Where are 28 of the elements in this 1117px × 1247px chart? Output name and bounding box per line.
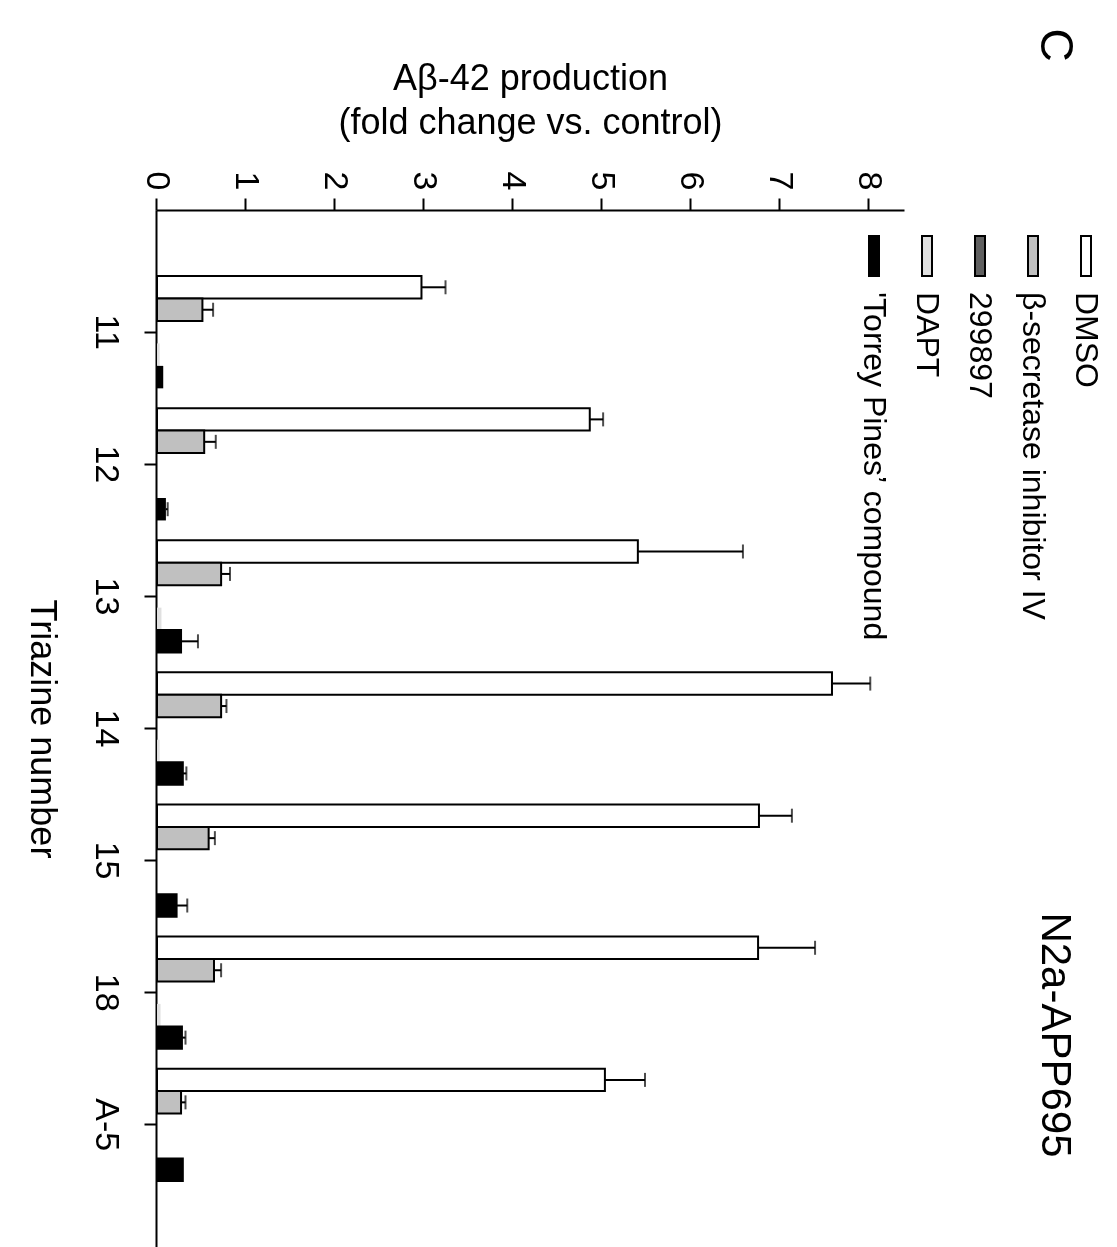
y-tick-label: 14 — [88, 709, 127, 748]
legend-label: DMSO — [1069, 292, 1105, 388]
x-tick-label: 5 — [584, 171, 623, 191]
y-tick-label: 13 — [88, 577, 127, 616]
x-axis-title: Aβ-42 production (fold change vs. control) — [338, 56, 723, 142]
y-tick-label: 15 — [88, 841, 127, 880]
legend-label: β-secretase inhibitor IV — [1016, 292, 1052, 621]
text: C — [1031, 28, 1083, 62]
bar — [157, 343, 160, 366]
y-tick-label: A-5 — [88, 1098, 127, 1152]
x-tick-label: 3 — [406, 171, 445, 191]
x-tick-label: 8 — [851, 171, 890, 191]
x-tick-label: 1 — [228, 171, 267, 191]
x-tick-label: 0 — [139, 171, 178, 191]
bar — [157, 739, 160, 763]
y-tick-label: 12 — [88, 445, 127, 484]
x-tick-label: 4 — [495, 171, 534, 191]
legend-label: DAPT — [910, 292, 946, 378]
y-tick-label: 18 — [88, 973, 127, 1012]
legend-label: 299897 — [963, 292, 999, 399]
x-tick-label: 6 — [673, 171, 712, 191]
y-axis-title: Triazine number — [22, 599, 64, 859]
bar — [157, 1003, 161, 1027]
legend-label: 'Torrey Pines’ compound — [857, 292, 893, 641]
x-tick-label: 7 — [762, 171, 801, 191]
text: N2a-APP695 — [1033, 912, 1080, 1158]
x-tick-label: 2 — [317, 171, 356, 191]
y-tick-label: 11 — [88, 314, 127, 350]
